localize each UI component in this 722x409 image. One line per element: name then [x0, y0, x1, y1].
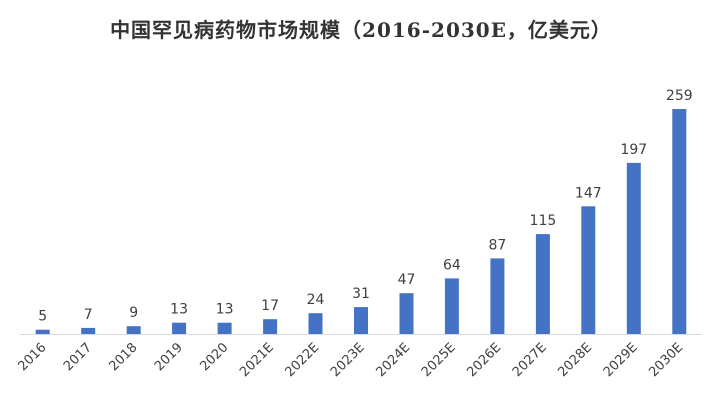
x-tick-label-2019: 2019	[152, 340, 186, 374]
x-tick-label-2023E: 2023E	[328, 340, 368, 380]
x-tick-label-2027E: 2027E	[510, 340, 550, 380]
bar-2027E	[535, 234, 550, 334]
bar-2017	[81, 327, 96, 334]
bar-2016	[35, 329, 50, 334]
x-tick-label-2020: 2020	[197, 340, 231, 374]
x-tick-label-2016: 2016	[16, 340, 50, 374]
x-tick-label-2018: 2018	[107, 340, 141, 374]
bar-2029E	[626, 162, 641, 334]
chart-title: 中国罕见病药物市场规模（2016-2030E，亿美元）	[110, 18, 612, 42]
x-tick-label-2021E: 2021E	[237, 340, 277, 380]
bar-2022E	[308, 313, 323, 334]
data-label-2024E: 47	[398, 272, 416, 288]
x-tick-label-2030E: 2030E	[646, 340, 686, 380]
x-tick-label-2029E: 2029E	[601, 340, 641, 380]
data-label-2021E: 17	[261, 298, 279, 314]
bar-2026E	[490, 258, 505, 334]
data-label-2025E: 64	[443, 257, 461, 273]
bar-2019	[172, 322, 187, 334]
data-label-2026E: 87	[488, 237, 506, 253]
bar-2024E	[399, 293, 414, 334]
x-tick-label-2028E: 2028E	[555, 340, 595, 380]
data-label-2022E: 24	[307, 292, 325, 308]
x-tick-label-2017: 2017	[61, 340, 95, 374]
data-label-2029E: 197	[620, 142, 647, 158]
bar-2025E	[444, 278, 459, 334]
data-label-2018: 9	[129, 305, 138, 321]
bar-2030E	[672, 109, 687, 334]
x-tick-label-2024E: 2024E	[374, 340, 414, 380]
data-label-2016: 5	[38, 309, 47, 325]
data-label-2017: 7	[84, 307, 93, 323]
bar-2020	[217, 322, 232, 334]
x-tick-label-2026E: 2026E	[464, 340, 504, 380]
data-label-2028E: 147	[575, 185, 602, 201]
data-label-2023E: 31	[352, 286, 370, 302]
bar-2028E	[581, 206, 596, 334]
data-label-2019: 13	[170, 302, 188, 318]
data-label-2027E: 115	[530, 213, 557, 229]
bar-2021E	[263, 319, 278, 334]
data-label-2020: 13	[216, 302, 234, 318]
data-label-2030E: 259	[666, 88, 693, 104]
x-tick-label-2025E: 2025E	[419, 340, 459, 380]
bar-2023E	[354, 307, 368, 334]
bar-2018	[126, 326, 141, 334]
x-tick-label-2022E: 2022E	[283, 340, 323, 380]
